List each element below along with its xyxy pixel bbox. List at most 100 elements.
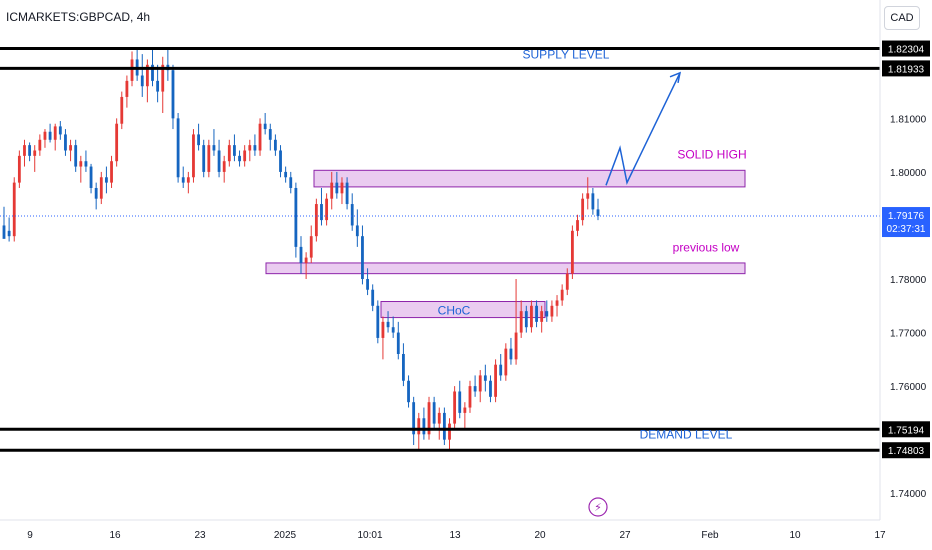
lightning-icon (588, 497, 608, 517)
level-price-text: 1.82304 (888, 45, 925, 56)
candle-body (233, 145, 236, 156)
candle-body (545, 311, 549, 317)
candle-body (64, 134, 67, 151)
projection-path (605, 72, 681, 186)
candle-body (156, 80, 160, 92)
candle-body (396, 332, 400, 354)
time-tick-label: 10:01 (357, 530, 382, 541)
last-price-countdown: 02:37:31 (887, 224, 926, 235)
candle-body (463, 407, 467, 413)
candle-body (145, 64, 149, 87)
candle-body (350, 204, 354, 226)
candle-body (494, 364, 497, 397)
candle-body (181, 177, 185, 183)
time-tick-label: 23 (194, 530, 206, 541)
candle-body (120, 96, 124, 124)
currency-button[interactable]: CAD (884, 6, 920, 30)
candle-body (263, 123, 267, 130)
candle-body (473, 386, 477, 392)
candle-body (576, 220, 579, 231)
candle-body (335, 182, 339, 194)
candle-body (540, 311, 544, 322)
candle-body (207, 145, 211, 172)
candle-body (243, 150, 247, 162)
time-tick-label: 16 (109, 530, 121, 541)
candle-body (478, 375, 482, 392)
last-price-tag (882, 207, 930, 238)
candle-body (38, 139, 42, 151)
candle-body (581, 198, 585, 221)
time-tick-label: 2025 (274, 530, 297, 541)
candle-body (279, 150, 282, 172)
candle-body (94, 187, 98, 199)
price-tick-label: 1.81000 (890, 114, 927, 125)
zone-layer (265, 169, 746, 319)
candle-body (371, 289, 375, 306)
candle-body (299, 246, 303, 263)
zone-box (380, 301, 546, 319)
candle-body (437, 412, 441, 424)
candle-body (330, 182, 334, 199)
annotation-layer: SOLID HIGH previous low CHoC 1.79176 02:37:3… (0, 71, 930, 517)
level-label: DEMAND LEVEL (640, 428, 733, 442)
candle-body (17, 155, 21, 183)
candle-body (23, 145, 26, 156)
time-tick-label: 9 (27, 530, 33, 541)
candle-body (366, 279, 369, 290)
candle-body (258, 123, 262, 151)
candle-body (110, 161, 113, 183)
candle-body (43, 131, 47, 140)
candle-body (58, 126, 62, 135)
candle-body (509, 348, 513, 360)
candle-body (535, 305, 538, 322)
candle-body (489, 380, 492, 397)
price-tick-label: 1.80000 (890, 168, 927, 179)
candle-body (151, 64, 154, 81)
candle-body (84, 161, 88, 167)
candle-body (186, 177, 190, 183)
candle-body (140, 75, 144, 87)
candle-body (202, 145, 206, 172)
last-price-value: 1.79176 (888, 211, 925, 222)
candle-body (130, 59, 134, 81)
level-label: SUPPLY LEVEL (523, 47, 610, 61)
candle-body (427, 402, 431, 435)
candle-body (33, 150, 37, 156)
candle-body (524, 311, 528, 328)
candle-body (309, 236, 313, 258)
candle-body (325, 198, 329, 221)
candle-body (217, 150, 221, 172)
candle-body (345, 182, 349, 205)
level-price-text: 1.81933 (888, 64, 925, 75)
zone-label: SOLID HIGH (677, 148, 746, 162)
candle-body (468, 386, 472, 408)
candle-body (555, 300, 559, 306)
candle-body (570, 230, 574, 274)
candle-body (125, 80, 129, 97)
candle-body (268, 129, 272, 140)
level-price-text: 1.74803 (888, 446, 925, 457)
projection-arrowhead (669, 71, 682, 83)
candle-body (28, 145, 32, 156)
level-layer: 1.82304 SUPPLY LEVEL 1.81933 1.75194 DEMAND … (0, 40, 930, 459)
candle-body (2, 225, 6, 239)
candle-body (586, 193, 590, 199)
candle-body (402, 353, 405, 381)
candle-body (432, 402, 436, 424)
price-tick-label: 1.74000 (890, 489, 927, 500)
candle-body (591, 193, 595, 210)
candle-body (386, 321, 390, 328)
zone-box (313, 169, 746, 188)
axis-layer: 1.81000 1.80000 1.78000 1.77000 1.76000 1.740… (0, 0, 927, 541)
candle-body (294, 187, 298, 247)
candle-body (197, 134, 200, 146)
candle-body (530, 305, 533, 328)
candle-body (115, 123, 119, 162)
candle-body (412, 402, 416, 435)
candle-body (7, 230, 11, 237)
candle-body (304, 257, 308, 263)
price-tick-label: 1.78000 (890, 275, 927, 286)
time-tick-label: 20 (534, 530, 546, 541)
candle-body (340, 182, 344, 194)
